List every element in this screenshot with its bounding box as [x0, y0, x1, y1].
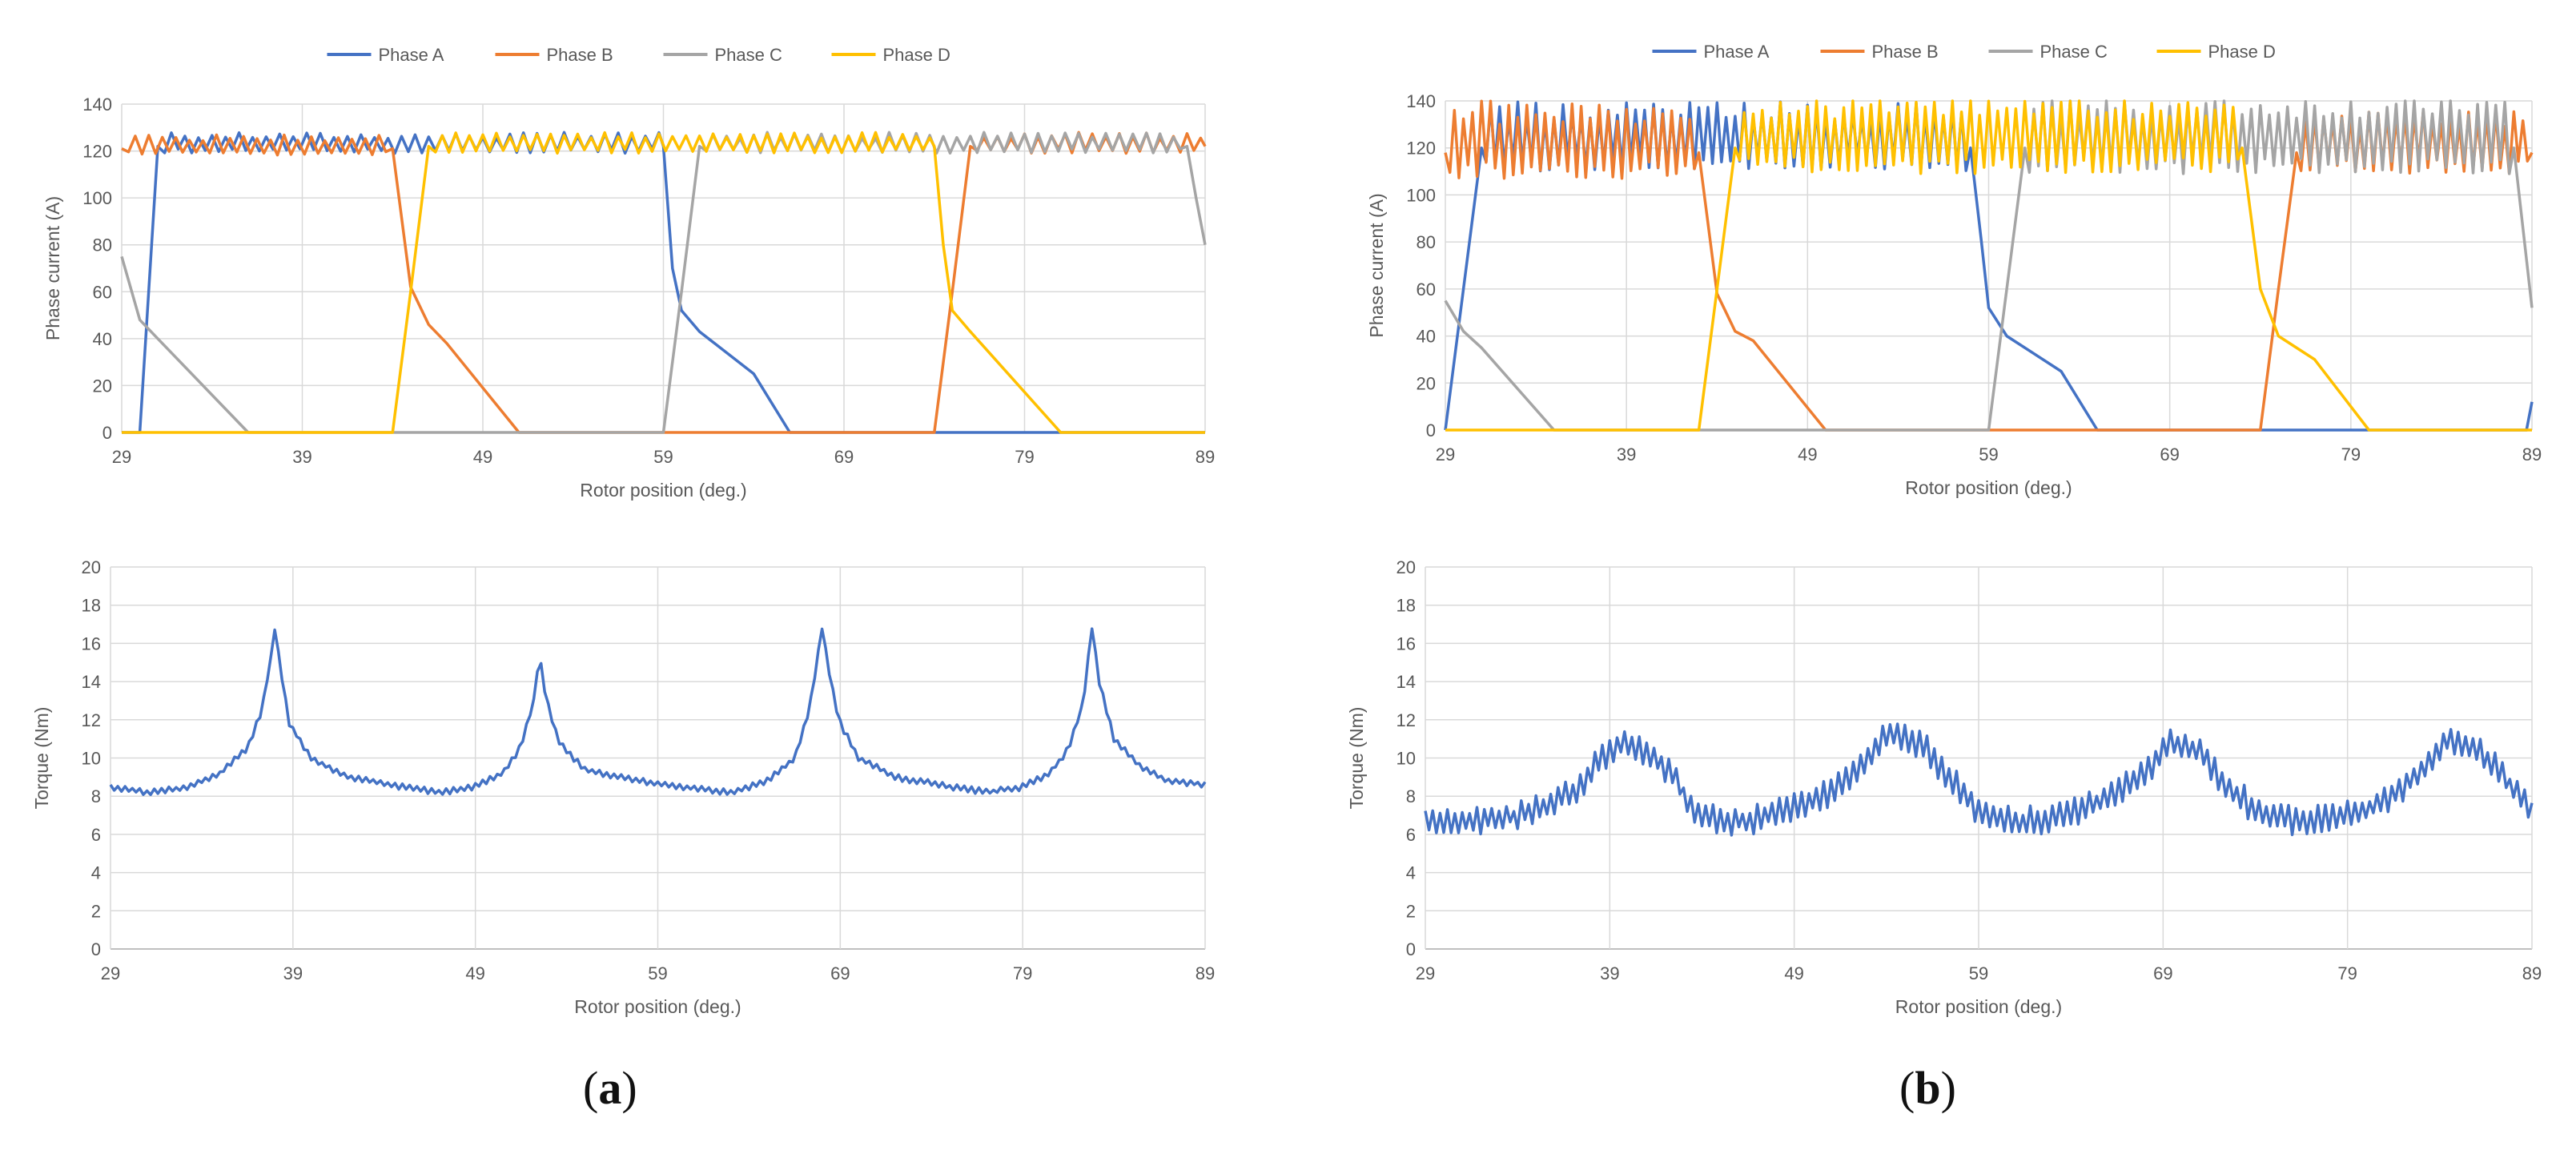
y-tick-label: 100 [82, 188, 112, 208]
y-tick-label: 8 [91, 786, 101, 806]
x-tick-label: 39 [283, 963, 303, 983]
panel-label-letter: b [1915, 1062, 1940, 1114]
y-tick-label: 20 [1417, 373, 1436, 393]
chart-torque-b: 0 2 4 6 8 10 12 14 16 18 20 29 39 49 59 69 79 89 Rotor pos… [1346, 557, 2542, 1017]
x-tick-label: 39 [1600, 963, 1619, 983]
legend-label: Phase D [883, 45, 950, 65]
x-tick-label: 59 [1979, 444, 1998, 464]
x-tick-label: 29 [1416, 963, 1435, 983]
x-tick-label: 89 [1196, 963, 1215, 983]
y-axis-title: Phase current (A) [42, 196, 63, 340]
y-tick-label: 0 [102, 423, 112, 443]
x-axis-title: Rotor position (deg.) [580, 480, 746, 501]
x-tick-label: 59 [648, 963, 667, 983]
legend-label: Phase B [547, 45, 613, 65]
x-tick-label: 49 [465, 963, 484, 983]
y-tick-label: 100 [1406, 185, 1436, 205]
y-tick-label: 6 [1406, 825, 1416, 845]
y-tick-label: 4 [1406, 863, 1416, 883]
x-tick-label: 69 [834, 447, 854, 467]
y-tick-label: 18 [82, 596, 101, 616]
y-tick-label: 0 [1406, 939, 1416, 959]
chart-phase-current-b: 0 20 40 60 80 100 120 140 29 39 49 59 69 79 89 Rotor po… [1366, 42, 2542, 498]
y-tick-label: 8 [1406, 786, 1416, 806]
y-axis-title: Torque (Nm) [31, 707, 52, 810]
y-tick-label: 2 [1406, 901, 1416, 921]
panel-label-a: (a) [583, 1061, 637, 1115]
y-tick-label: 20 [93, 376, 112, 396]
x-tick-label: 79 [1013, 963, 1032, 983]
y-tick-label: 6 [91, 825, 101, 845]
y-tick-label: 16 [1397, 633, 1416, 653]
y-tick-label: 120 [82, 142, 112, 162]
x-tick-label: 39 [292, 447, 311, 467]
x-tick-label: 49 [1784, 963, 1803, 983]
x-tick-label: 39 [1617, 444, 1636, 464]
chart-torque-a: 0 2 4 6 8 10 12 14 16 18 20 29 39 49 59 69 79 89 Rotor pos… [31, 557, 1215, 1017]
x-tick-label: 89 [2522, 963, 2542, 983]
x-tick-label: 79 [1015, 447, 1034, 467]
y-tick-label: 14 [82, 672, 101, 692]
y-tick-label: 10 [1397, 749, 1416, 769]
legend-label: Phase B [1872, 42, 1939, 62]
legend-label: Phase C [2040, 42, 2108, 62]
panel-label-b: (b) [1899, 1061, 1956, 1115]
y-tick-label: 16 [82, 633, 101, 653]
y-tick-label: 140 [82, 94, 112, 115]
x-tick-label: 29 [1436, 444, 1455, 464]
x-axis-title: Rotor position (deg.) [1895, 996, 2062, 1017]
x-tick-label: 59 [1969, 963, 1988, 983]
y-tick-label: 12 [1397, 710, 1416, 730]
y-tick-label: 0 [1426, 420, 1436, 440]
y-tick-label: 12 [82, 710, 101, 730]
x-tick-label: 59 [653, 447, 673, 467]
y-tick-label: 140 [1406, 91, 1436, 111]
y-tick-label: 80 [93, 235, 112, 255]
y-tick-label: 18 [1397, 596, 1416, 616]
y-tick-label: 60 [93, 282, 112, 302]
legend-label: Phase A [1704, 42, 1770, 62]
y-tick-label: 40 [1417, 327, 1436, 347]
y-tick-label: 60 [1417, 279, 1436, 300]
y-axis-title: Torque (Nm) [1346, 707, 1367, 810]
x-tick-label: 49 [1798, 444, 1817, 464]
x-tick-label: 79 [2341, 444, 2361, 464]
legend-label: Phase D [2208, 42, 2276, 62]
x-tick-label: 69 [2153, 963, 2172, 983]
y-tick-label: 2 [91, 901, 101, 921]
panel-label-open: ( [1899, 1062, 1915, 1114]
y-tick-label: 0 [91, 939, 101, 959]
panel-label-close: ) [621, 1062, 637, 1114]
y-tick-label: 4 [91, 863, 101, 883]
panel-label-close: ) [1941, 1062, 1956, 1114]
panel-label-letter: a [598, 1062, 621, 1114]
x-tick-label: 29 [101, 963, 120, 983]
x-tick-label: 69 [2160, 444, 2179, 464]
y-tick-label: 20 [82, 557, 101, 577]
x-tick-label: 49 [473, 447, 492, 467]
y-axis-title: Phase current (A) [1366, 193, 1387, 337]
y-tick-label: 120 [1406, 139, 1436, 159]
x-tick-label: 89 [1196, 447, 1215, 467]
x-axis-title: Rotor position (deg.) [574, 996, 741, 1017]
chart-phase-current-a: 0 20 40 60 80 100 120 140 29 39 49 59 69 79 89 Rotor po… [42, 45, 1215, 501]
y-tick-label: 40 [93, 329, 112, 349]
legend-label: Phase A [379, 45, 444, 65]
legend-label: Phase C [715, 45, 782, 65]
y-tick-label: 20 [1397, 557, 1416, 577]
x-axis-title: Rotor position (deg.) [1905, 477, 2072, 498]
x-tick-label: 29 [112, 447, 131, 467]
y-tick-label: 10 [82, 749, 101, 769]
x-tick-label: 69 [830, 963, 850, 983]
x-tick-label: 79 [2337, 963, 2357, 983]
figure: 02040608010012014029 39 49 59 69 79 89Rotor po… [0, 0, 2576, 1154]
y-tick-label: 14 [1397, 672, 1416, 692]
y-tick-label: 80 [1417, 232, 1436, 252]
panel-label-open: ( [583, 1062, 598, 1114]
x-tick-label: 89 [2522, 444, 2542, 464]
